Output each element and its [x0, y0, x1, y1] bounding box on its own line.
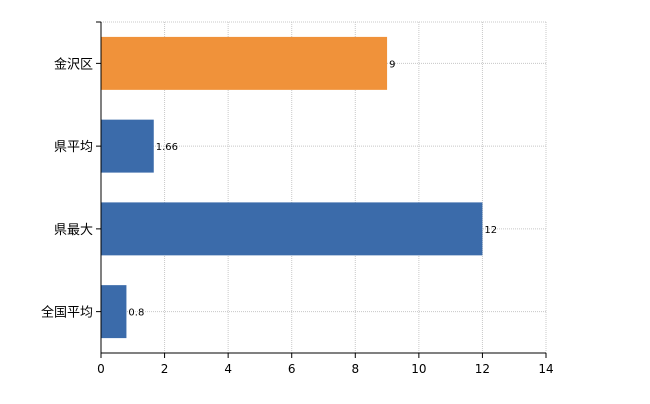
- category-label-4: 全国平均: [41, 305, 93, 321]
- x-tick-label: 4: [224, 362, 232, 376]
- x-tick-label: 0: [97, 362, 105, 376]
- bar-2: [101, 119, 154, 173]
- labels: 9 金沢区 1.66 県平均 12 県最大 0.8 全国平均 0 2 4 6 8 10 12 14: [41, 56, 554, 376]
- x-tick-label: 12: [475, 362, 490, 376]
- category-label-1: 金沢区: [54, 56, 93, 72]
- data-label-4: 0.8: [128, 308, 144, 319]
- data-label-2: 1.66: [156, 142, 178, 153]
- category-label-2: 県平均: [54, 140, 93, 155]
- bar-3: [101, 202, 483, 256]
- bars: [101, 36, 483, 339]
- x-tick-label: 2: [161, 362, 169, 376]
- category-label-3: 県最大: [54, 223, 93, 238]
- bar-4: [101, 285, 127, 339]
- x-tick-label: 10: [411, 362, 426, 376]
- x-tick-label: 8: [351, 362, 359, 376]
- data-label-1: 9: [389, 59, 395, 70]
- x-tick-label: 14: [538, 362, 553, 376]
- data-label-3: 12: [484, 225, 497, 236]
- x-tick-label: 6: [288, 362, 296, 376]
- bar-1: [101, 36, 388, 90]
- axes: [96, 21, 547, 358]
